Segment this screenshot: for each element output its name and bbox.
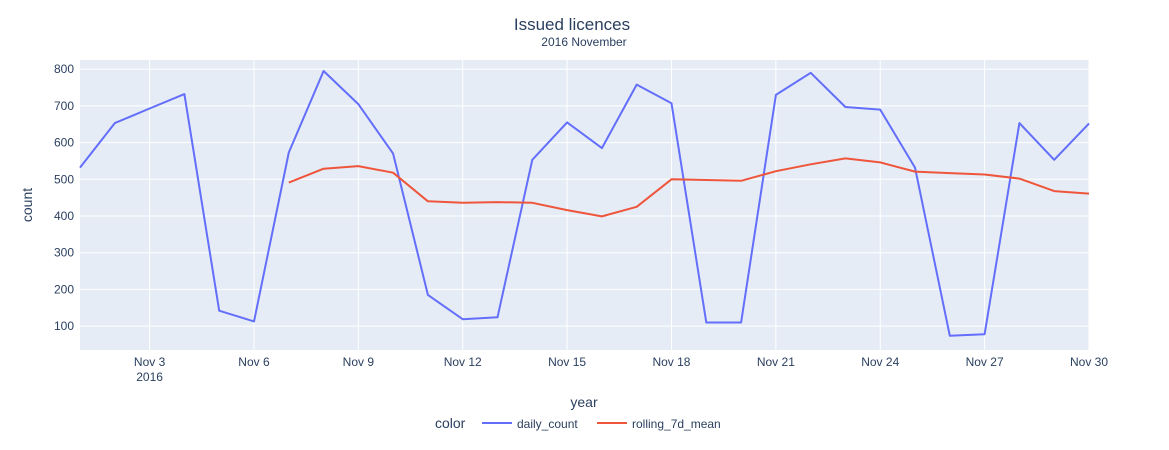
x-tick-label: Nov 6 [238, 355, 270, 369]
y-tick-label: 400 [54, 209, 74, 223]
series-daily_count [79, 70, 1090, 337]
chart-subtitle: 2016 November [541, 35, 626, 49]
y-tick-label: 500 [54, 172, 74, 186]
x-tick-label: Nov 15 [548, 355, 586, 369]
x-axis-title: year [570, 394, 598, 410]
x-tick-label: Nov 18 [652, 355, 690, 369]
series-lines [79, 70, 1090, 337]
x-tick-sublabel: 2016 [136, 370, 163, 384]
legend-label: rolling_7d_mean [632, 417, 721, 431]
x-tick-label: Nov 3 [134, 355, 166, 369]
x-tick-label: Nov 9 [343, 355, 375, 369]
y-tick-label: 600 [54, 136, 74, 150]
x-tick-label: Nov 12 [444, 355, 482, 369]
y-tick-label: 700 [54, 99, 74, 113]
legend-item[interactable]: rolling_7d_mean [597, 417, 721, 431]
x-tick-label: Nov 30 [1070, 355, 1108, 369]
chart-title: Issued licences [514, 15, 630, 34]
y-tick-label: 300 [54, 246, 74, 260]
x-gridlines [149, 60, 1090, 350]
x-tick-label: Nov 27 [966, 355, 1004, 369]
y-axis-title: count [19, 188, 35, 222]
x-tick-label: Nov 24 [861, 355, 899, 369]
series-line [79, 70, 1090, 337]
legend-title: color [435, 415, 466, 431]
legend: color daily_count rolling_7d_mean [435, 415, 721, 431]
legend-item[interactable]: daily_count [482, 417, 578, 431]
legend-label: daily_count [517, 417, 578, 431]
y-tick-label: 100 [54, 319, 74, 333]
y-gridlines [80, 68, 1089, 327]
series-line [288, 157, 1090, 218]
plot-area [80, 60, 1089, 350]
y-tick-label: 800 [54, 62, 74, 76]
series-rolling_7d_mean [288, 157, 1090, 218]
y-axis-ticks: 100 200 300 400 500 600 700 800 [54, 62, 74, 333]
x-tick-label: Nov 21 [757, 355, 795, 369]
y-tick-label: 200 [54, 282, 74, 296]
